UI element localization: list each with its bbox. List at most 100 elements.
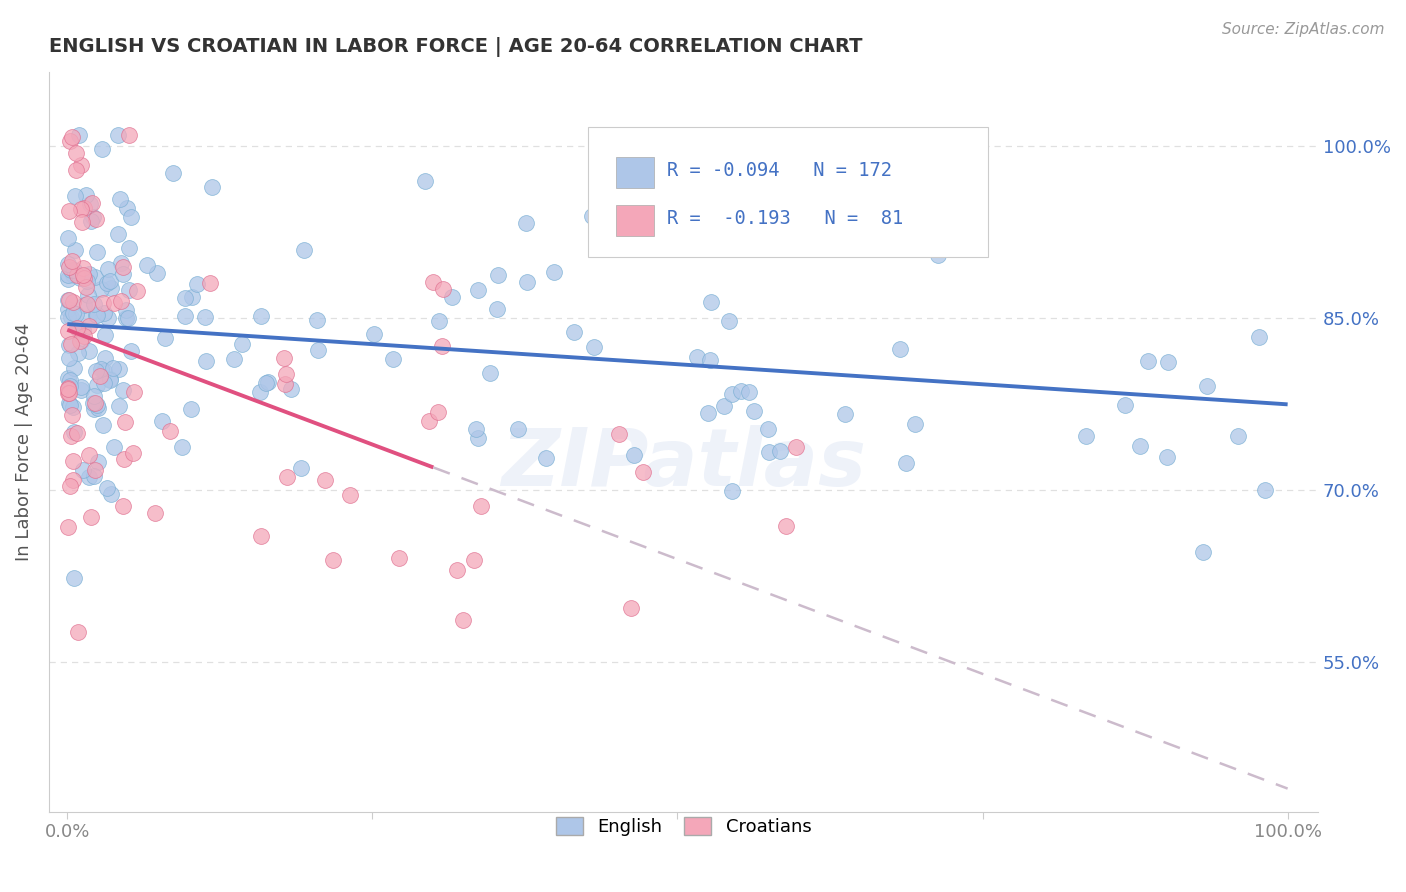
Point [76, 297, 98, 311]
Point [198, 277, 221, 291]
Point [758, 445, 780, 459]
Point [744, 404, 766, 418]
Point [67, 346, 90, 360]
Point [1247, 330, 1270, 344]
Point [1192, 545, 1215, 559]
Point [516, 275, 538, 289]
Point [73, 298, 96, 312]
Point [62, 473, 84, 487]
Point [84, 212, 107, 227]
Point [118, 283, 141, 297]
Point [63, 571, 86, 585]
Point [66, 425, 89, 440]
Point [59, 379, 82, 393]
Point [59, 134, 82, 148]
Point [98, 372, 121, 386]
Point [194, 310, 217, 324]
Point [257, 375, 280, 389]
Point [363, 326, 385, 341]
Point [465, 421, 488, 435]
Point [77, 470, 100, 484]
Point [696, 406, 718, 420]
Point [97, 261, 120, 276]
Point [96, 277, 118, 291]
Point [322, 553, 344, 567]
Point [94, 328, 117, 343]
Point [889, 342, 911, 356]
FancyBboxPatch shape [588, 128, 988, 257]
Point [93, 417, 115, 432]
Point [114, 303, 136, 318]
Point [59, 479, 82, 493]
Point [69, 334, 91, 348]
Point [110, 193, 132, 207]
Point [84, 270, 107, 285]
Point [75, 280, 97, 294]
Point [120, 210, 142, 224]
Point [93, 376, 115, 390]
Point [58, 272, 80, 286]
Point [515, 216, 537, 230]
Point [100, 280, 122, 294]
Point [581, 209, 603, 223]
Text: R =  -0.193   N =  81: R = -0.193 N = 81 [666, 209, 903, 227]
Point [432, 282, 454, 296]
Point [58, 204, 80, 219]
Point [467, 431, 489, 445]
Point [927, 248, 949, 262]
Point [65, 307, 87, 321]
Point [107, 400, 129, 414]
Point [699, 294, 721, 309]
Point [58, 301, 80, 316]
Point [254, 376, 277, 391]
Point [73, 201, 96, 215]
Point [79, 197, 101, 211]
Point [73, 271, 96, 285]
Point [66, 322, 89, 336]
Point [60, 336, 83, 351]
Point [785, 440, 807, 454]
Point [60, 254, 83, 268]
Point [63, 263, 86, 277]
Point [58, 395, 80, 409]
Point [143, 506, 166, 520]
Point [58, 260, 80, 274]
Point [115, 201, 138, 215]
Point [127, 284, 149, 298]
Point [83, 469, 105, 483]
Point [479, 366, 502, 380]
Point [114, 416, 136, 430]
Point [86, 378, 108, 392]
Point [280, 382, 302, 396]
Point [107, 128, 129, 142]
Point [162, 167, 184, 181]
Point [59, 398, 82, 412]
Point [1227, 429, 1250, 443]
Point [339, 488, 361, 502]
Point [631, 465, 654, 479]
Point [77, 344, 100, 359]
Point [388, 551, 411, 566]
Point [738, 385, 761, 400]
Point [58, 293, 80, 307]
Point [1156, 450, 1178, 464]
Point [582, 339, 605, 353]
Point [65, 145, 87, 160]
Point [534, 450, 557, 465]
Point [80, 510, 103, 524]
Point [98, 274, 121, 288]
Point [100, 487, 122, 501]
Point [69, 158, 91, 172]
Point [155, 331, 177, 345]
Point [107, 227, 129, 241]
Point [66, 320, 89, 334]
Point [422, 275, 444, 289]
Point [93, 364, 115, 378]
Point [1195, 379, 1218, 393]
Point [58, 268, 80, 282]
Point [112, 500, 135, 514]
Point [70, 202, 93, 216]
Point [72, 328, 94, 343]
Point [90, 142, 112, 156]
Point [224, 351, 246, 366]
